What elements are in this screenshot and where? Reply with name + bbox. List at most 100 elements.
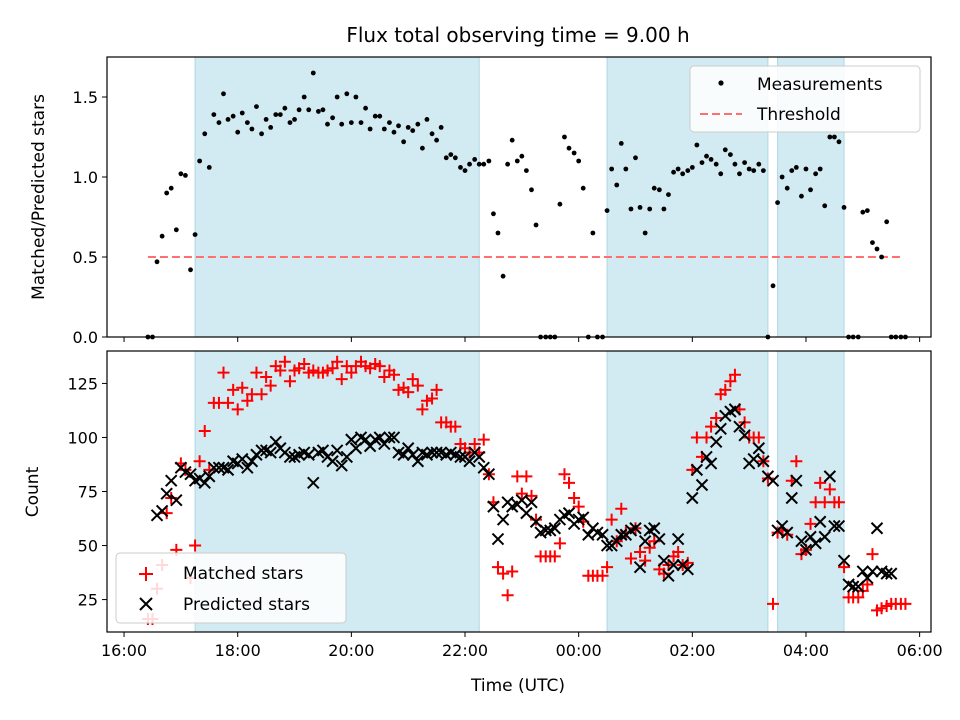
measurement-point <box>656 187 662 193</box>
matched-star-point <box>387 368 400 381</box>
measurement-point <box>325 121 330 127</box>
predicted-star-point <box>359 433 372 446</box>
ratio-ytick-label: 1.0 <box>73 168 98 187</box>
predicted-star-point <box>525 496 538 509</box>
matched-star-point <box>283 375 296 388</box>
measurement-point <box>841 205 847 210</box>
measurement-point <box>268 125 274 130</box>
predicted-star-point <box>657 554 671 567</box>
measurement-point <box>694 142 700 148</box>
predicted-star-point <box>610 535 623 548</box>
measurement-point <box>760 168 766 174</box>
matched-star-point <box>241 394 254 407</box>
measurement-point <box>334 94 340 100</box>
measurement-point <box>628 206 634 212</box>
measurement-point <box>292 117 297 122</box>
measurement-point <box>737 171 742 177</box>
matched-star-point <box>217 366 230 379</box>
matched-star-point <box>823 483 836 496</box>
measurement-point <box>330 115 336 121</box>
predicted-star-point <box>473 450 486 464</box>
predicted-star-point <box>615 528 628 541</box>
predicted-star-point <box>562 506 576 520</box>
predicted-star-point <box>690 463 704 477</box>
measurement-point <box>827 134 833 140</box>
predicted-star-point <box>430 446 443 459</box>
predicted-star-point <box>738 429 751 442</box>
ratio-y-label: Matched/Predicted stars <box>29 94 49 300</box>
measurement-point <box>514 158 520 164</box>
matched-star-point <box>615 502 628 515</box>
measurement-point <box>803 166 809 172</box>
measurement-point <box>230 113 236 119</box>
predicted-star-point <box>373 431 386 444</box>
measurement-point <box>746 166 752 172</box>
matched-star-point <box>373 360 386 373</box>
predicted-star-point <box>548 522 562 535</box>
measurement-point <box>609 166 615 172</box>
matched-star-point <box>804 517 817 530</box>
measurement-point <box>813 171 819 177</box>
matched-star-point <box>710 412 723 425</box>
matched-star-point <box>497 567 510 580</box>
matched-star-point <box>553 537 566 550</box>
predicted-star-point <box>577 511 590 524</box>
measurement-point <box>680 171 686 177</box>
ratio-ytick-label: 0.0 <box>73 328 98 347</box>
predicted-star-point <box>667 558 680 572</box>
matched-star-point <box>402 386 415 399</box>
matched-star-point <box>728 368 741 381</box>
measurement-point <box>353 94 359 100</box>
predicted-star-point <box>648 522 661 535</box>
measurement-point <box>259 131 264 137</box>
counts-xtick-label: 04:00 <box>783 641 829 660</box>
measurement-point <box>751 168 757 174</box>
measurement-point <box>642 230 648 236</box>
measurement-point <box>661 206 667 212</box>
counts-ytick-label: 100 <box>67 428 98 447</box>
measurement-point <box>500 273 506 279</box>
legend-predicted-marker <box>139 597 153 611</box>
matched-star-point <box>814 476 827 489</box>
measurement-point <box>557 201 563 207</box>
ratio-axes-frame <box>106 56 932 338</box>
predicted-star-point <box>709 435 723 448</box>
predicted-star-point <box>832 519 846 533</box>
measurement-point <box>239 110 245 116</box>
ratio-y-ticks: 0.0 0.5 1.0 1.5 <box>73 88 107 347</box>
matched-star-point <box>298 357 311 370</box>
measurement-point <box>562 134 567 140</box>
matched-star-point <box>643 541 656 554</box>
measurement-point <box>770 283 776 289</box>
predicted-star-point <box>207 461 221 474</box>
predicted-star-point <box>397 448 410 461</box>
predicted-star-point <box>264 446 277 459</box>
ratio-ytick-label: 0.5 <box>73 248 98 267</box>
measurement-point <box>183 173 188 178</box>
predicted-star-point <box>781 526 794 539</box>
predicted-star-point <box>496 513 510 526</box>
predicted-star-point <box>662 569 675 583</box>
matched-star-point <box>548 550 561 563</box>
measurement-point <box>799 193 804 199</box>
measurement-point <box>306 107 312 113</box>
matched-star-point <box>411 379 424 392</box>
predicted-star-point <box>245 455 259 468</box>
matched-star-point <box>203 463 216 476</box>
counts-y-ticks: 25 50 75 100 125 <box>67 374 107 610</box>
measurement-point <box>817 166 823 172</box>
matched-star-point <box>222 396 235 409</box>
matched-star-point <box>468 437 481 450</box>
predicted-star-point <box>155 504 169 518</box>
measurement-point <box>722 147 728 153</box>
measurement-point <box>462 168 468 174</box>
measurement-point <box>263 117 269 122</box>
counts-ytick-label: 25 <box>78 591 98 610</box>
matched-star-point <box>838 561 851 574</box>
predicted-star-point <box>184 468 197 481</box>
ratio-x-ticks <box>123 337 921 342</box>
measurement-point <box>211 112 217 117</box>
matched-star-point <box>724 375 737 388</box>
predicted-star-point <box>582 528 595 541</box>
measurement-point <box>775 200 780 206</box>
